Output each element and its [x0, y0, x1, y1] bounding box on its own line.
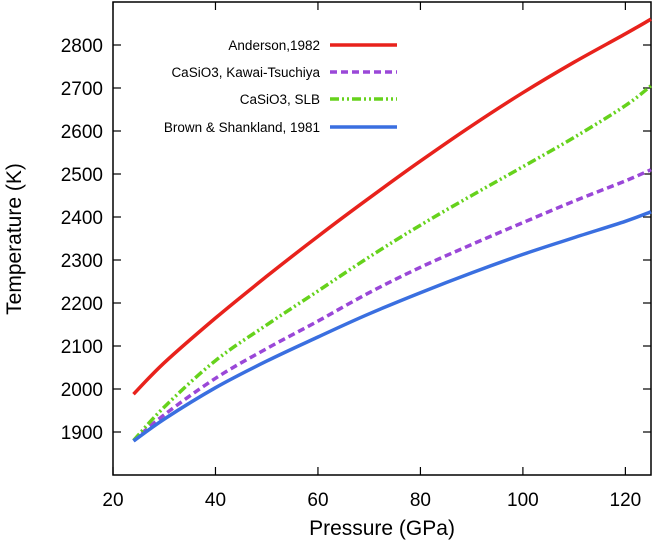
y-tick-label: 2700: [61, 79, 103, 100]
y-axis: 1900 2000 2100 2200 2300 2400 2500 2600 2700 2800: [61, 36, 651, 444]
series-line-3: [132, 84, 653, 442]
x-tick-label: 100: [507, 490, 539, 511]
x-axis-title: Pressure (GPa): [309, 517, 455, 540]
series-line-1: [132, 17, 652, 396]
y-tick-label: 2300: [61, 251, 103, 272]
legend-label-4: Brown & Shankland, 1981: [164, 120, 320, 135]
x-tick-label: 60: [307, 490, 328, 511]
plot-frame: [112, 1, 652, 476]
x-tick-label: 80: [410, 490, 431, 511]
y-tick-label: 2800: [61, 36, 103, 57]
series-layer: [132, 17, 653, 443]
y-tick-label: 2500: [61, 165, 103, 186]
y-tick-label: 2600: [61, 122, 103, 143]
series-line-4: [132, 210, 652, 443]
x-tick-label: 40: [205, 490, 226, 511]
y-tick-label: 2400: [61, 208, 103, 229]
y-tick-label: 2100: [61, 337, 103, 358]
legend-label-1: Anderson,1982: [228, 38, 320, 53]
x-tick-label: 20: [102, 490, 123, 511]
x-tick-label: 120: [610, 490, 642, 511]
y-tick-label: 2000: [61, 380, 103, 401]
legend-label-3: CaSiO3, SLB: [240, 92, 320, 107]
y-tick-label: 2200: [61, 294, 103, 315]
legend: Anderson,1982 CaSiO3, Kawai-Tsuchiya CaSiO…: [164, 38, 397, 135]
y-tick-label: 1900: [61, 423, 103, 444]
y-axis-title: Temperature (K): [3, 163, 26, 315]
legend-label-2: CaSiO3, Kawai-Tsuchiya: [171, 65, 320, 80]
series-line-2: [132, 168, 652, 442]
x-axis: 20 40 60 80 100 120: [102, 2, 641, 511]
